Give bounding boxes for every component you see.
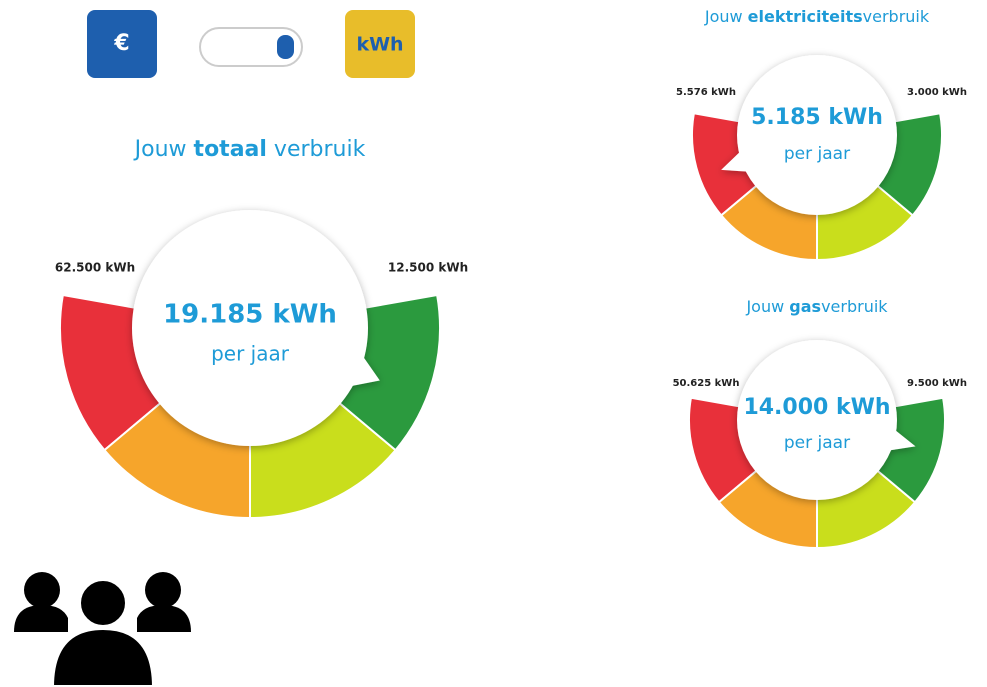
kwh-button-bg[interactable] <box>345 10 415 78</box>
title-prefix: Jouw <box>133 137 194 162</box>
dial-circle <box>737 55 897 215</box>
euro-button[interactable]: € <box>87 10 157 78</box>
max-label: 62.500 kWh <box>55 261 135 275</box>
min-label: 3.000 kWh <box>907 87 967 98</box>
max-label: 5.576 kWh <box>676 87 736 98</box>
gauge-value: 14.000 kWh <box>743 395 890 420</box>
gauge-dial <box>737 340 916 500</box>
title-prefix: Jouw <box>704 7 748 26</box>
title-suffix: verbruik <box>863 7 930 26</box>
title-bold: gas <box>789 297 821 316</box>
title-bold: elektriciteits <box>748 7 863 26</box>
euro-label[interactable]: € <box>113 31 129 56</box>
max-label: 50.625 kWh <box>673 378 740 389</box>
dial-circle <box>737 340 897 500</box>
gauge-unit: per jaar <box>211 342 290 366</box>
dial-pointer <box>721 149 751 172</box>
toggle-track[interactable] <box>199 27 303 67</box>
title-bold: totaal <box>194 137 267 162</box>
gauge-unit: per jaar <box>784 433 850 453</box>
dial-circle <box>132 210 368 446</box>
gauge-title: Jouw elektriciteitsverbruik <box>704 7 930 26</box>
gauge-value: 5.185 kWh <box>751 105 883 130</box>
title-suffix: verbruik <box>821 297 888 316</box>
gauge-dial <box>721 55 897 215</box>
toggle-knob[interactable] <box>277 35 294 59</box>
euro-button-bg[interactable] <box>87 10 157 78</box>
gauge-unit: per jaar <box>784 144 850 164</box>
people-icon <box>14 572 191 687</box>
min-label: 9.500 kWh <box>907 378 967 389</box>
title-prefix: Jouw <box>745 297 789 316</box>
toggle-switch[interactable] <box>199 27 303 67</box>
title-suffix: verbruik <box>267 137 366 162</box>
kwh-button[interactable]: kWh <box>345 10 415 78</box>
dial-pointer <box>886 427 916 451</box>
gauge-title: Jouw totaal verbruik <box>133 137 366 162</box>
dial-pointer <box>347 353 380 387</box>
kwh-label[interactable]: kWh <box>356 34 403 56</box>
gauge-value: 19.185 kWh <box>163 300 337 330</box>
gauge-dial <box>132 210 380 446</box>
min-label: 12.500 kWh <box>388 261 468 275</box>
gauge-title: Jouw gasverbruik <box>745 297 888 316</box>
